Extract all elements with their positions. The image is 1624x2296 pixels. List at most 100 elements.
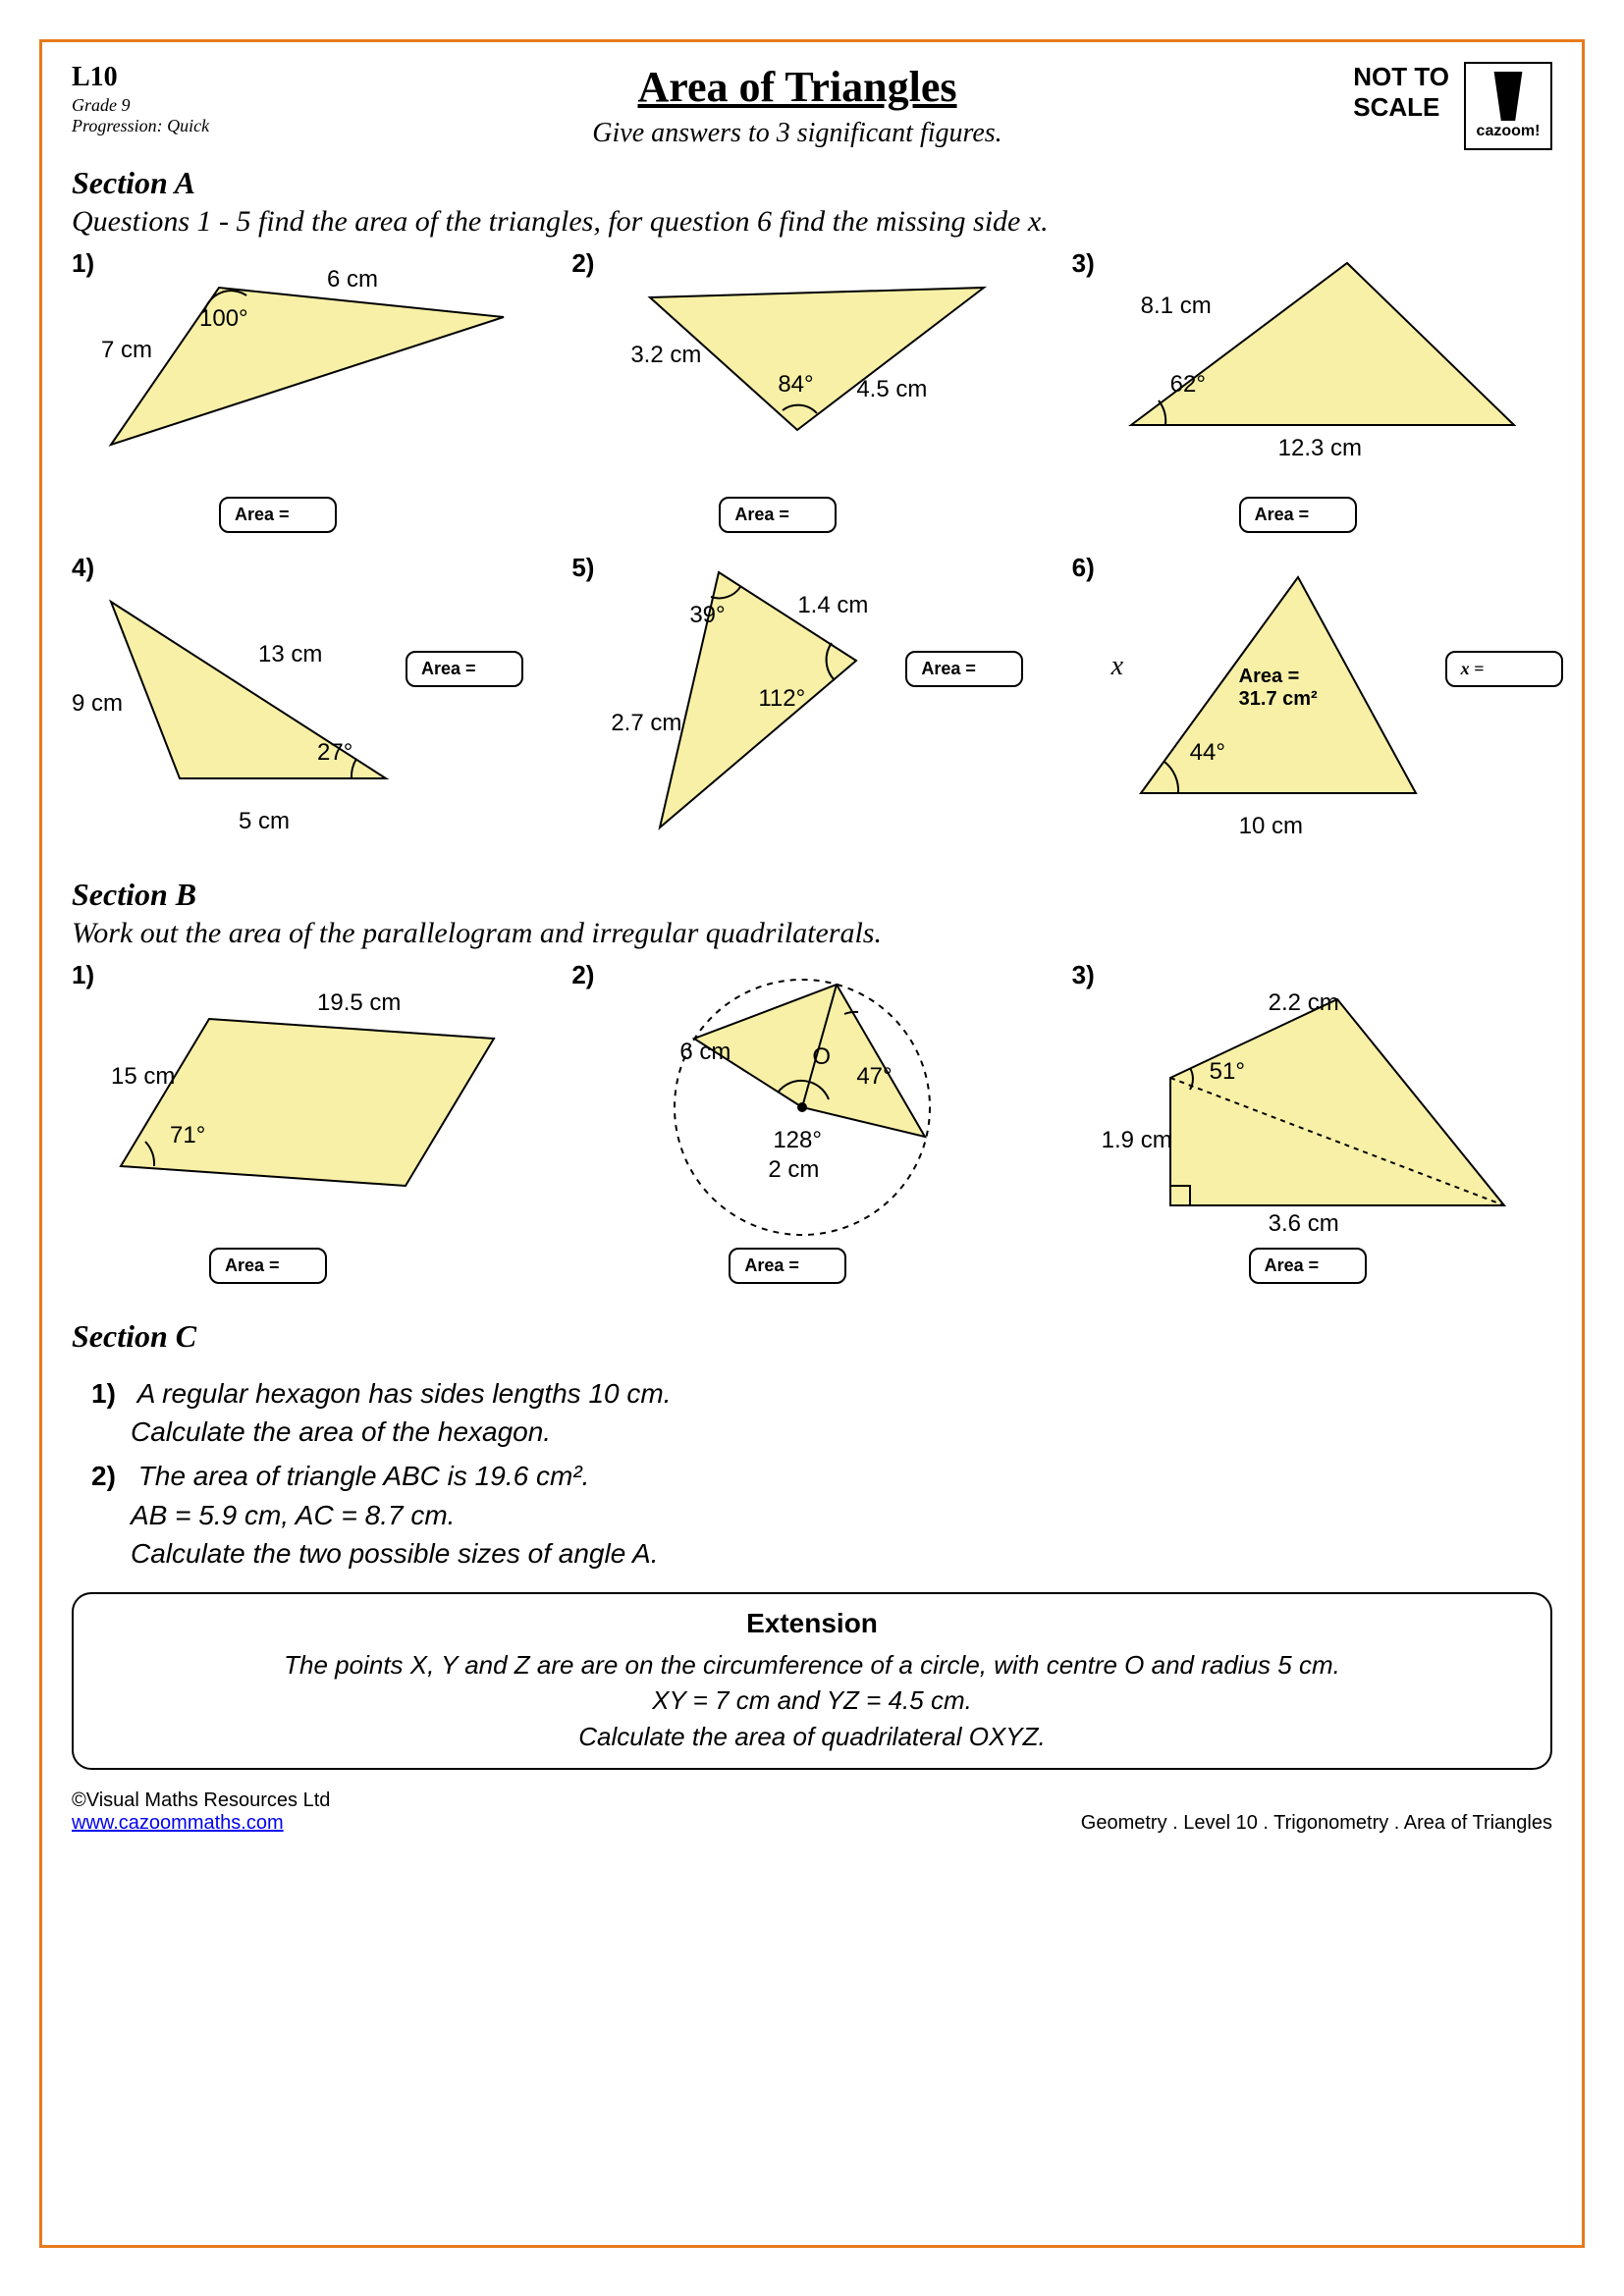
question-a5: 5) 2.7 cm 1.4 cm 39° 112° Area =	[571, 553, 1052, 847]
question-text: The area of triangle ABC is 19.6 cm².	[138, 1461, 590, 1491]
side-label: 10 cm	[1239, 813, 1303, 840]
side-label: 1.4 cm	[797, 592, 868, 619]
side-label: 2.2 cm	[1269, 989, 1339, 1017]
angle-label: 84°	[778, 371, 813, 399]
side-label: 1.9 cm	[1102, 1127, 1172, 1154]
footer-breadcrumb: Geometry . Level 10 . Trigonometry . Are…	[1081, 1812, 1552, 1835]
question-a2: 2) 3.2 cm 4.5 cm 84° Area =	[571, 248, 1052, 543]
header-right: NOT TO SCALE cazoom!	[1277, 62, 1552, 150]
answer-box[interactable]: Area =	[1249, 1248, 1367, 1284]
question-text: A regular hexagon has sides lengths 10 c…	[137, 1378, 672, 1409]
question-text: AB = 5.9 cm, AC = 8.7 cm.	[131, 1500, 455, 1530]
angle-label: 27°	[317, 739, 352, 767]
center-label: O	[812, 1043, 831, 1071]
side-label: 3.2 cm	[630, 342, 701, 369]
side-label: 9 cm	[72, 690, 123, 718]
area-value-label: Area = 31.7 cm²	[1239, 666, 1318, 711]
triangle-icon	[91, 258, 514, 454]
side-label: 13 cm	[258, 641, 322, 668]
angle-label: 71°	[170, 1122, 205, 1149]
question-number: 6)	[1072, 553, 1095, 583]
header-left: L10 Grade 9 Progression: Quick	[72, 62, 317, 136]
question-number: 2)	[91, 1457, 131, 1495]
section-a-grid: 1) 7 cm 6 cm 100° Area = 2) 3.2 cm 4.5 c…	[72, 248, 1552, 847]
angle-label: 51°	[1210, 1058, 1245, 1086]
question-c1: 1) A regular hexagon has sides lengths 1…	[91, 1374, 1552, 1451]
angle-label: 128°	[773, 1127, 822, 1154]
side-label: 6 cm	[327, 266, 378, 294]
question-a1: 1) 7 cm 6 cm 100° Area =	[72, 248, 552, 543]
level-code: L10	[72, 62, 317, 93]
grade-label: Grade 9	[72, 95, 317, 116]
question-number: 5)	[571, 553, 594, 583]
logo-text: cazoom!	[1477, 123, 1541, 140]
footer: ©Visual Maths Resources Ltd www.cazoomma…	[72, 1789, 1552, 1835]
question-b1: 1) 15 cm 19.5 cm 71° Area =	[72, 960, 552, 1294]
worksheet-page: L10 Grade 9 Progression: Quick Area of T…	[39, 39, 1585, 2248]
angle-label: 39°	[689, 602, 725, 629]
extension-line: Calculate the area of quadrilateral OXYZ…	[93, 1719, 1531, 1754]
triangle-icon	[81, 582, 406, 808]
page-title: Area of Triangles	[317, 62, 1277, 112]
side-x-label: x	[1111, 651, 1123, 682]
footer-link[interactable]: www.cazoommaths.com	[72, 1812, 284, 1834]
side-label: 5 cm	[239, 808, 290, 835]
question-text: Calculate the area of the hexagon.	[131, 1416, 551, 1447]
not-to-scale-label: NOT TO SCALE	[1353, 62, 1449, 123]
radius-label: 2 cm	[768, 1156, 819, 1184]
side-label: 19.5 cm	[317, 989, 401, 1017]
footer-left: ©Visual Maths Resources Ltd www.cazoomma…	[72, 1789, 330, 1835]
answer-box[interactable]: Area =	[1239, 497, 1357, 533]
section-c-heading: Section C	[72, 1318, 1552, 1355]
section-a-instruction: Questions 1 - 5 find the area of the tri…	[72, 205, 1552, 239]
side-label: 7 cm	[101, 337, 152, 364]
answer-box[interactable]: Area =	[905, 651, 1023, 687]
progression-label: Progression: Quick	[72, 116, 317, 136]
question-b2: 2) 6 cm 2 cm O 47° 128° Area =	[571, 960, 1052, 1294]
question-a4: 4) 9 cm 13 cm 5 cm 27° Area =	[72, 553, 552, 847]
answer-box[interactable]: Area =	[219, 497, 337, 533]
side-label: 12.3 cm	[1278, 435, 1362, 462]
angle-label: 100°	[199, 305, 248, 333]
side-label: 2.7 cm	[611, 710, 681, 737]
logo-icon	[1490, 72, 1526, 121]
extension-title: Extension	[93, 1608, 1531, 1639]
angle-label: 62°	[1170, 371, 1206, 399]
parallelogram-icon	[101, 989, 514, 1205]
copyright: ©Visual Maths Resources Ltd	[72, 1789, 330, 1812]
answer-box[interactable]: Area =	[729, 1248, 846, 1284]
header: L10 Grade 9 Progression: Quick Area of T…	[72, 62, 1552, 150]
header-center: Area of Triangles Give answers to 3 sign…	[317, 62, 1277, 149]
question-number: 2)	[571, 960, 594, 990]
side-label: 15 cm	[111, 1063, 175, 1091]
circle-quad-icon	[640, 970, 964, 1245]
answer-box[interactable]: Area =	[406, 651, 523, 687]
extension-line: The points X, Y and Z are are on the cir…	[93, 1647, 1531, 1682]
question-number: 4)	[72, 553, 94, 583]
question-number: 3)	[1072, 960, 1095, 990]
angle-label: 112°	[758, 685, 805, 713]
side-label: 3.6 cm	[1269, 1210, 1339, 1238]
side-label: 4.5 cm	[856, 376, 927, 403]
side-label: 8.1 cm	[1141, 293, 1212, 320]
section-a-heading: Section A	[72, 165, 1552, 201]
question-a3: 3) 8.1 cm 12.3 cm 62° Area =	[1072, 248, 1552, 543]
answer-box[interactable]: x =	[1445, 651, 1563, 687]
logo: cazoom!	[1464, 62, 1552, 150]
angle-label: 44°	[1190, 739, 1225, 767]
answer-box[interactable]: Area =	[209, 1248, 327, 1284]
page-subtitle: Give answers to 3 significant figures.	[317, 118, 1277, 149]
radius-label: 6 cm	[679, 1039, 731, 1066]
section-b-grid: 1) 15 cm 19.5 cm 71° Area = 2) 6 cm 2 cm	[72, 960, 1552, 1294]
question-text: Calculate the two possible sizes of angl…	[131, 1538, 658, 1569]
triangle-icon	[1102, 253, 1524, 450]
extension-box: Extension The points X, Y and Z are are …	[72, 1592, 1552, 1770]
answer-box[interactable]: Area =	[719, 497, 837, 533]
section-b-heading: Section B	[72, 877, 1552, 913]
question-number: 2)	[571, 248, 594, 279]
angle-label: 47°	[856, 1063, 892, 1091]
section-c-body: 1) A regular hexagon has sides lengths 1…	[72, 1374, 1552, 1573]
question-a6: 6) x 10 cm 44° Area = 31.7 cm² x =	[1072, 553, 1552, 847]
question-number: 1)	[72, 960, 94, 990]
question-b3: 3) 2.2 cm 1.9 cm 3.6 cm 51° Area =	[1072, 960, 1552, 1294]
